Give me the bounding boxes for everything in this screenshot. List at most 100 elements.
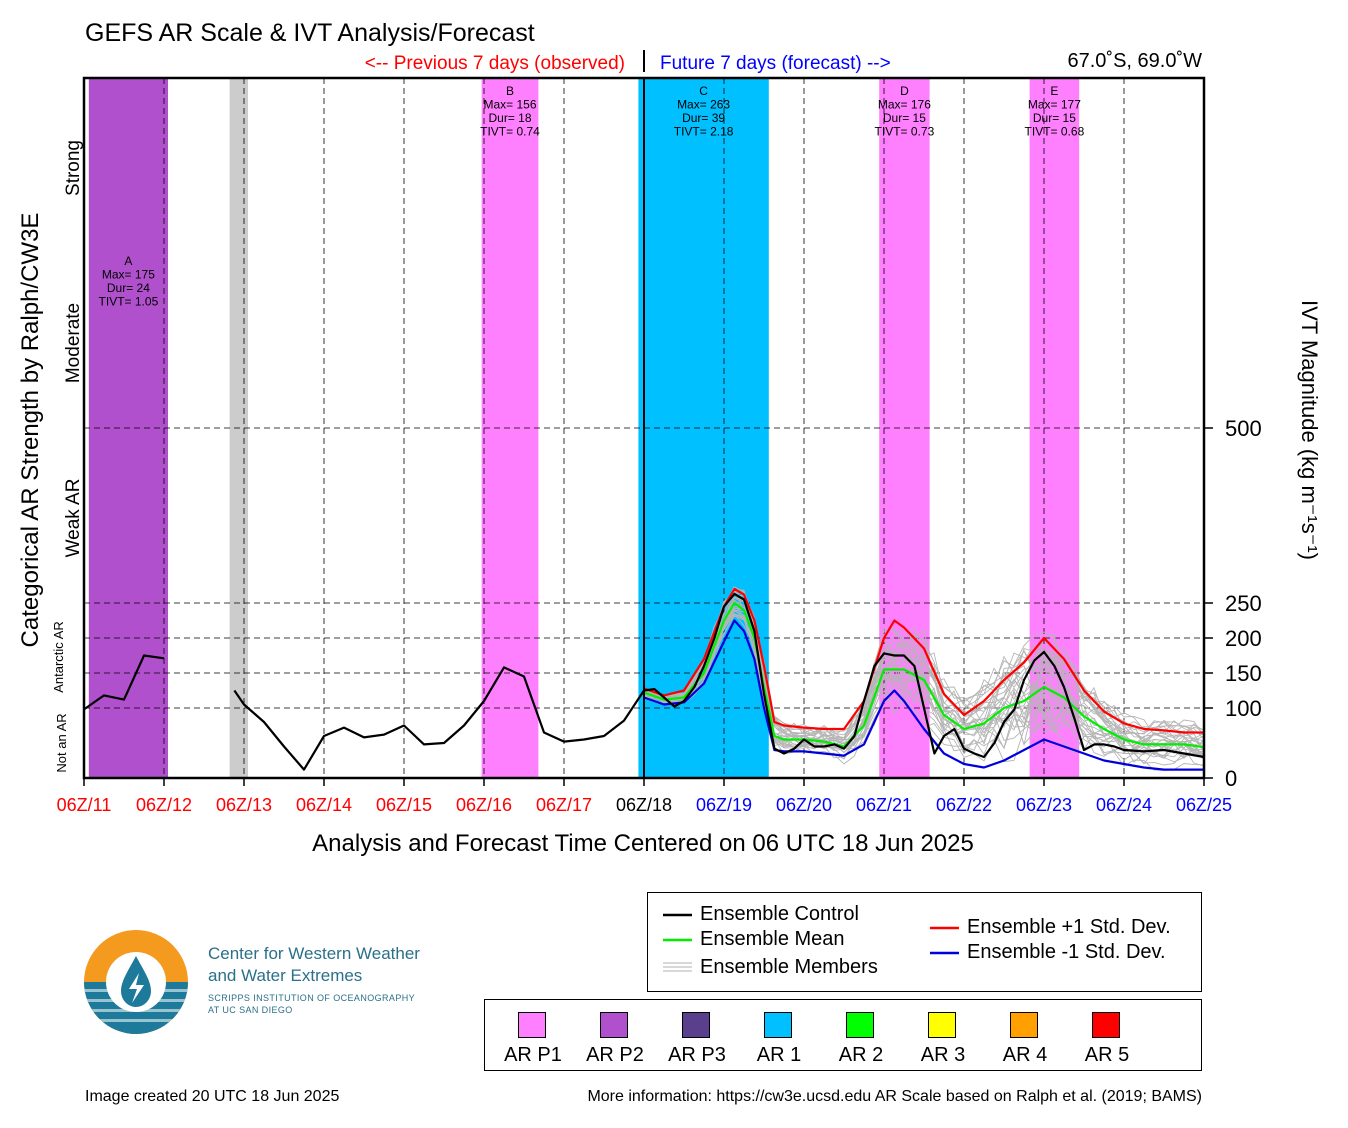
x-tick-label: 06Z/16 <box>456 795 512 815</box>
location-label: 67.0˚S, 69.0˚W <box>1067 50 1202 72</box>
previous-days-label: <-- Previous 7 days (observed) <box>365 53 625 74</box>
category-label: AR 1 <box>756 1044 802 1066</box>
x-tick-label: 06Z/20 <box>776 795 832 815</box>
category-swatch-ar-3 <box>928 1012 956 1038</box>
ensemble-member-line <box>643 598 1205 752</box>
category-swatch-ar-p2 <box>600 1012 628 1038</box>
legend-label-control: Ensemble Control <box>700 903 859 925</box>
ensemble-member-line <box>643 589 1205 741</box>
category-label: AR P1 <box>504 1044 562 1066</box>
category-swatch-ar-1 <box>764 1012 792 1038</box>
ar-event-b-line0: B <box>506 84 514 98</box>
category-legend: AR P1 AR P2 AR P3 AR 1 AR 2 AR 3 AR 4 AR 5 <box>484 999 1202 1071</box>
ar-event-a-line1: Max= 175 <box>102 268 155 282</box>
line-legend-swatches <box>663 913 959 972</box>
category-label: AR 4 <box>1002 1044 1048 1066</box>
ensemble-member-line <box>643 614 1205 767</box>
series-ensemble-1-std-dev- <box>643 587 1204 734</box>
legend-label-plus-std: Ensemble +1 Std. Dev. <box>967 916 1171 938</box>
category-swatch-ar-2 <box>846 1012 874 1038</box>
ar-event-c-line1: Max= 263 <box>677 98 730 112</box>
x-tick-label: 06Z/23 <box>1016 795 1072 815</box>
ar-event-b-line1: Max= 156 <box>483 98 536 112</box>
ar-event-a-line2: Dur= 24 <box>107 281 150 295</box>
legend-label-mean: Ensemble Mean <box>700 928 845 950</box>
y-tick-label: 0 <box>1225 766 1237 791</box>
category-label: AR 3 <box>920 1044 966 1066</box>
logo-line2: and Water Extremes <box>208 966 363 985</box>
y-axis-label-right: IVT Magnitude (kg m⁻¹s⁻¹) <box>1297 300 1322 560</box>
more-info-note: More information: https://cw3e.ucsd.edu … <box>587 1088 1202 1105</box>
legend-label-minus-std: Ensemble -1 Std. Dev. <box>967 941 1166 963</box>
category-moderate: Moderate <box>63 303 84 383</box>
logo-line3: SCRIPPS INSTITUTION OF OCEANOGRAPHY <box>208 993 416 1003</box>
x-tick-label: 06Z/17 <box>536 795 592 815</box>
y-tick-label: 500 <box>1225 416 1262 441</box>
x-tick-label: 06Z/24 <box>1096 795 1152 815</box>
x-tick-label: 06Z/13 <box>216 795 272 815</box>
category-not-an-ar: Not an AR <box>54 713 69 772</box>
legend-label-members: Ensemble Members <box>700 956 878 978</box>
x-axis-label: Analysis and Forecast Time Centered on 0… <box>312 830 974 857</box>
ensemble-lines <box>83 587 1205 771</box>
x-tick-label: 06Z/21 <box>856 795 912 815</box>
category-strong: Strong <box>63 140 84 196</box>
cw3e-logo-icon <box>84 930 188 1034</box>
category-swatch-ar-p1 <box>518 1012 546 1038</box>
ar-event-c-line2: Dur= 39 <box>682 111 725 125</box>
ar-event-d-line3: TIVT= 0.73 <box>875 125 935 139</box>
category-swatch-ar-p3 <box>682 1012 710 1038</box>
chart-title: GEFS AR Scale & IVT Analysis/Forecast <box>85 19 535 47</box>
x-tick-label: 06Z/18 <box>616 795 672 815</box>
series-ensemble-mean <box>643 601 1205 749</box>
x-tick-label: 06Z/12 <box>136 795 192 815</box>
cw3e-logo: Center for Western Weather and Water Ext… <box>84 925 484 1040</box>
y-tick-label: 100 <box>1225 696 1262 721</box>
y-tick-label: 250 <box>1225 591 1262 616</box>
y-axis-label-left: Categorical AR Strength by Ralph/CW3E <box>17 213 44 648</box>
ensemble-member-line <box>643 589 1205 746</box>
ar-event-c-line3: TIVT= 2.18 <box>674 125 734 139</box>
ar-event-b-line3: TIVT= 0.74 <box>480 125 540 139</box>
line-legend: Ensemble Control Ensemble Mean Ensemble … <box>647 892 1202 992</box>
series-ensemble-1-std-dev- <box>643 619 1204 771</box>
ensemble-member-line <box>643 606 1205 755</box>
ar-event-d-line0: D <box>900 84 909 98</box>
ar-event-c-line0: C <box>699 84 708 98</box>
x-tick-label: 06Z/15 <box>376 795 432 815</box>
ensemble-member-line <box>643 597 1205 753</box>
series-ensemble-control <box>83 654 165 711</box>
category-label: AR 5 <box>1084 1044 1130 1066</box>
future-days-label: Future 7 days (forecast) --> <box>660 53 891 74</box>
series-ensemble-control <box>233 592 1205 771</box>
category-label: AR P2 <box>586 1044 644 1066</box>
x-tick-label: 06Z/22 <box>936 795 992 815</box>
ar-event-e-line1: Max= 177 <box>1028 98 1081 112</box>
y-tick-label: 200 <box>1225 626 1262 651</box>
ar-event-a-line0: A <box>124 254 132 268</box>
category-label: AR P3 <box>668 1044 726 1066</box>
ensemble-member-line <box>643 586 1205 737</box>
ar-event-b-line2: Dur= 18 <box>488 111 531 125</box>
x-tick-label: 06Z/19 <box>696 795 752 815</box>
x-axis-ticks: 06Z/11 06Z/12 06Z/13 06Z/14 06Z/15 06Z/16 06Z/… <box>57 778 1232 815</box>
category-antarctic-ar: Antarctic AR <box>51 621 66 693</box>
chart: GEFS AR Scale & IVT Analysis/Forecast <-… <box>17 19 1322 857</box>
y-tick-label: 150 <box>1225 661 1262 686</box>
category-swatch-ar-4 <box>1010 1012 1038 1038</box>
x-tick-label: 06Z/25 <box>1176 795 1232 815</box>
y-axis-ticks: 0 100 150 200 250 500 <box>1204 416 1262 791</box>
category-weak-ar: Weak AR <box>63 479 84 558</box>
ar-event-e-line2: Dur= 15 <box>1033 111 1076 125</box>
x-tick-label: 06Z/11 <box>57 795 112 815</box>
image-created-note: Image created 20 UTC 18 Jun 2025 <box>85 1088 340 1105</box>
ar-event-e-line0: E <box>1050 84 1058 98</box>
ar-event-a-line3: TIVT= 1.05 <box>99 295 159 309</box>
ar-event-d-line1: Max= 176 <box>878 98 931 112</box>
logo-line1: Center for Western Weather <box>208 944 420 963</box>
category-swatch-ar-5 <box>1092 1012 1120 1038</box>
ar-event-d-line2: Dur= 15 <box>883 111 926 125</box>
x-tick-label: 06Z/14 <box>296 795 352 815</box>
category-label: AR 2 <box>838 1044 884 1066</box>
